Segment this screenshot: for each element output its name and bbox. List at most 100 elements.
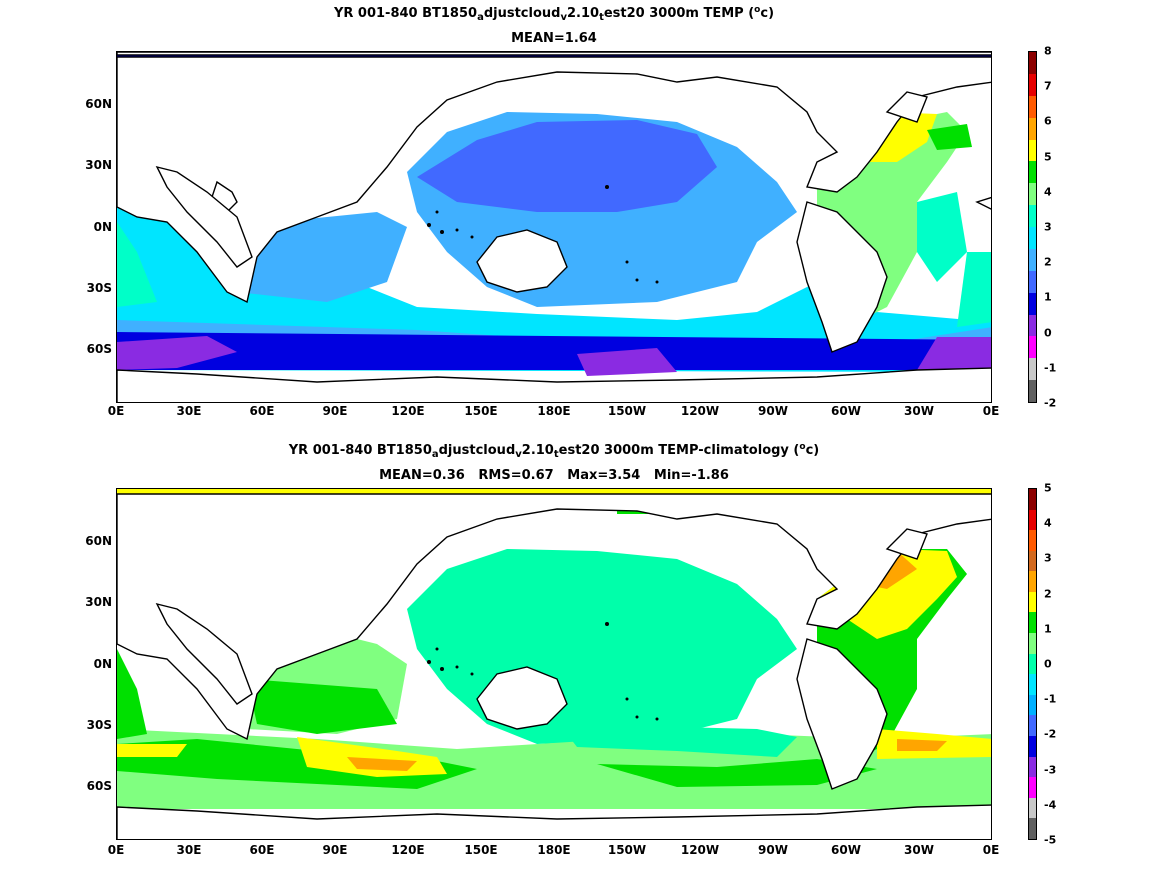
x-tick: 90W [758, 404, 788, 418]
colorbar-tick-label: 5 [1044, 150, 1052, 164]
x-tick: 120E [391, 404, 425, 418]
x-tick: 120W [680, 404, 720, 418]
colorbar-tick-label: 3 [1044, 551, 1052, 565]
colorbar-tick-label: 4 [1044, 516, 1052, 530]
x-tick: 90W [758, 843, 788, 857]
colorbar-swatch [1029, 674, 1036, 695]
colorbar-tick-label: 7 [1044, 79, 1052, 93]
colorbar-swatch [1029, 694, 1036, 716]
colorbar-swatch [1029, 314, 1036, 337]
panel-2-title: YR 001-840 BT1850adjustcloudv2.10test20 … [288, 442, 820, 460]
x-tick: 60E [249, 404, 275, 418]
colorbar-swatch [1029, 591, 1036, 613]
x-tick: 30E [176, 843, 202, 857]
continents [117, 52, 991, 402]
x-tick: 60W [831, 404, 861, 418]
colorbar-swatch [1029, 117, 1036, 140]
y-tick: 60S [86, 342, 112, 356]
x-tick: 150W [607, 843, 647, 857]
colorbar-swatch [1029, 715, 1036, 736]
panel-2-stats: MEAN=0.36 RMS=0.67 Max=3.54 Min=-1.86 [379, 468, 729, 483]
colorbar-swatch [1029, 95, 1036, 118]
x-tick: 0E [982, 843, 1000, 857]
panel-1-stats: MEAN=1.64 [511, 31, 597, 46]
colorbar-swatch [1029, 139, 1036, 162]
x-tick: 150W [607, 404, 647, 418]
x-tick: 30E [176, 404, 202, 418]
colorbar-tick-label: -1 [1044, 692, 1057, 706]
colorbar-tick-label: 6 [1044, 114, 1052, 128]
panel-2-colorbar [1028, 488, 1037, 840]
colorbar-swatch [1029, 227, 1036, 249]
colorbar-swatch [1029, 612, 1036, 634]
colorbar-swatch [1029, 292, 1036, 315]
colorbar-swatch [1029, 509, 1036, 531]
colorbar-swatch [1029, 735, 1036, 757]
colorbar-tick-label: 3 [1044, 220, 1052, 234]
y-tick: 30N [85, 595, 112, 609]
y-tick: 30S [86, 718, 112, 732]
panel-1-map [116, 51, 992, 403]
panel-2-map [116, 488, 992, 840]
x-tick: 120W [680, 843, 720, 857]
colorbar-swatch [1029, 183, 1036, 206]
y-tick: 0N [93, 657, 112, 671]
x-tick: 60E [249, 843, 275, 857]
x-tick: 90E [322, 843, 348, 857]
colorbar-swatch [1029, 336, 1036, 359]
colorbar-swatch [1029, 205, 1036, 227]
x-tick: 0E [982, 404, 1000, 418]
colorbar-swatch [1029, 530, 1036, 551]
x-tick: 150E [464, 404, 498, 418]
x-tick: 180E [537, 843, 571, 857]
panel-1-title: YR 001-840 BT1850adjustcloudv2.10test20 … [333, 5, 775, 23]
x-tick: 0E [107, 404, 125, 418]
colorbar-swatch [1029, 489, 1036, 510]
colorbar-swatch [1029, 777, 1036, 798]
colorbar-swatch [1029, 633, 1036, 654]
colorbar-tick-label: 8 [1044, 44, 1052, 58]
x-tick: 0E [107, 843, 125, 857]
x-tick: 120E [391, 843, 425, 857]
colorbar-swatch [1029, 161, 1036, 184]
y-tick: 30N [85, 158, 112, 172]
colorbar-swatch [1029, 248, 1036, 271]
y-tick: 60N [85, 534, 112, 548]
y-tick: 60S [86, 779, 112, 793]
colorbar-swatch [1029, 653, 1036, 675]
x-tick: 60W [831, 843, 861, 857]
colorbar-tick-label: -2 [1044, 727, 1057, 741]
colorbar-swatch [1029, 818, 1036, 839]
colorbar-swatch [1029, 797, 1036, 819]
colorbar-tick-label: -3 [1044, 763, 1057, 777]
y-tick: 60N [85, 97, 112, 111]
x-tick: 30W [904, 404, 934, 418]
colorbar-swatch [1029, 73, 1036, 96]
colorbar-swatch [1029, 380, 1036, 402]
y-tick: 30S [86, 281, 112, 295]
colorbar-tick-label: -1 [1044, 361, 1057, 375]
colorbar-swatch [1029, 756, 1036, 778]
x-tick: 180E [537, 404, 571, 418]
colorbar-tick-label: 0 [1044, 657, 1052, 671]
colorbar-tick-label: -5 [1044, 833, 1057, 847]
colorbar-swatch [1029, 550, 1036, 572]
colorbar-tick-label: -2 [1044, 396, 1057, 410]
colorbar-swatch [1029, 571, 1036, 592]
x-tick: 150E [464, 843, 498, 857]
colorbar-tick-label: 5 [1044, 481, 1052, 495]
x-tick: 30W [904, 843, 934, 857]
y-tick: 0N [93, 220, 112, 234]
continents [117, 493, 991, 839]
colorbar-swatch [1029, 52, 1036, 74]
colorbar-swatch [1029, 270, 1036, 293]
colorbar-tick-label: 1 [1044, 622, 1052, 636]
colorbar-tick-label: 2 [1044, 587, 1052, 601]
colorbar-tick-label: 0 [1044, 326, 1052, 340]
panel-1-colorbar [1028, 51, 1037, 403]
colorbar-swatch [1029, 358, 1036, 381]
colorbar-tick-label: 2 [1044, 255, 1052, 269]
colorbar-tick-label: 1 [1044, 290, 1052, 304]
x-tick: 90E [322, 404, 348, 418]
colorbar-tick-label: 4 [1044, 185, 1052, 199]
